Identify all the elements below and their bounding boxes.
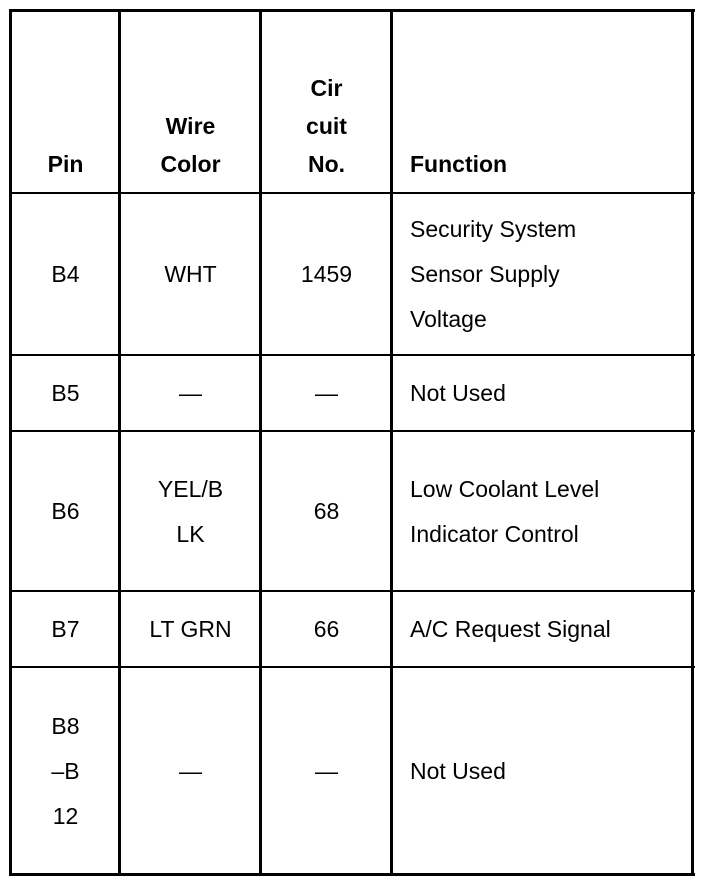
cell-circuit-number: — (262, 668, 391, 874)
cell-text: — (315, 757, 338, 784)
column-border (390, 9, 393, 876)
cell-text: B7 (51, 616, 80, 642)
cell-wire-color: YEL/B LK (121, 432, 260, 591)
cell-text: 68 (313, 498, 340, 524)
cell-text: 66 (313, 616, 340, 642)
column-border (259, 9, 262, 876)
column-border (9, 9, 12, 876)
cell-pin: B5 (12, 356, 119, 431)
cell-text: WHT (164, 261, 217, 287)
cell-text: B5 (51, 380, 80, 406)
cell-function: Not Used (393, 356, 692, 431)
row-border (9, 873, 695, 876)
cell-text: A/C Request Signal (410, 616, 611, 642)
cell-text: LT GRN (149, 616, 232, 642)
column-border (118, 9, 121, 876)
header-function: Function (393, 11, 692, 193)
cell-pin: B6 (12, 432, 119, 591)
cell-pin: B8 –B 12 (12, 668, 119, 874)
header-pin: Pin (12, 11, 119, 193)
cell-text: B6 (51, 498, 80, 524)
cell-circuit-number: 1459 (262, 194, 391, 355)
cell-text: Security System Sensor Supply Voltage (410, 216, 577, 332)
header-circuit-number: Cir cuit No. (262, 11, 391, 193)
row-border (9, 9, 695, 12)
cell-pin: B7 (12, 592, 119, 667)
cell-text: Not Used (410, 380, 506, 406)
cell-wire-color: — (121, 356, 260, 431)
cell-text: Low Coolant Level Indicator Control (410, 475, 600, 547)
cell-text: Not Used (410, 757, 506, 784)
cell-circuit-number: 66 (262, 592, 391, 667)
cell-text: B4 (51, 261, 80, 287)
cell-function: Security System Sensor Supply Voltage (393, 194, 692, 355)
row-border (9, 354, 695, 356)
cell-text: — (315, 380, 338, 406)
row-border (9, 430, 695, 432)
cell-text: 1459 (300, 261, 353, 287)
cell-function: A/C Request Signal (393, 592, 692, 667)
header-label: Cir cuit No. (306, 75, 347, 177)
cell-function: Not Used (393, 668, 692, 874)
header-label: Function (410, 151, 508, 177)
cell-wire-color: — (121, 668, 260, 874)
cell-circuit-number: 68 (262, 432, 391, 591)
row-border (9, 192, 695, 194)
cell-function: Low Coolant Level Indicator Control (393, 432, 692, 591)
header-label: Wire Color (160, 113, 221, 177)
cell-wire-color: WHT (121, 194, 260, 355)
cell-wire-color: LT GRN (121, 592, 260, 667)
cell-text: YEL/B LK (157, 475, 224, 547)
header-label: Pin (47, 151, 84, 177)
cell-circuit-number: — (262, 356, 391, 431)
header-wire-color: Wire Color (121, 11, 260, 193)
cell-text: B8 –B 12 (51, 712, 80, 829)
cell-text: — (179, 380, 202, 406)
row-border (9, 590, 695, 592)
row-border (9, 666, 695, 668)
cell-pin: B4 (12, 194, 119, 355)
column-border (691, 9, 694, 876)
cell-text: — (179, 757, 202, 784)
